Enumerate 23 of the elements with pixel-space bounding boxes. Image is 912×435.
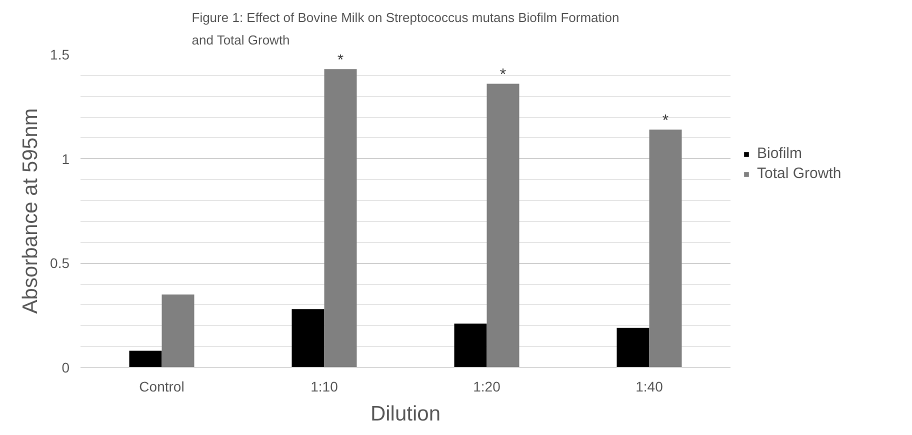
x-tick-label: 1:20	[473, 378, 501, 394]
bar	[616, 328, 650, 368]
y-tick-label: 0	[62, 360, 70, 376]
bar	[486, 84, 520, 368]
x-axis-title: Dilution	[370, 402, 441, 426]
annotation: *	[500, 66, 506, 84]
x-tick-label: 1:40	[636, 378, 664, 394]
y-tick-label: 0.5	[50, 255, 70, 272]
y-tick-label: 1	[62, 150, 70, 167]
x-tick-label: 1:10	[310, 378, 338, 394]
bar	[292, 309, 324, 368]
legend-label: Biofilm	[757, 145, 802, 162]
chart-title: Figure 1: Effect of Bovine Milk on Streptococcus mutans Biofilm Formation and Total Growth	[192, 10, 620, 48]
x-tick-label: Control	[139, 378, 184, 394]
annotation: *	[662, 112, 669, 130]
bar	[649, 130, 682, 368]
y-tick-label: 1.5	[50, 46, 70, 62]
bar	[324, 69, 357, 368]
legend-label: Total Growth	[757, 165, 842, 182]
bar	[129, 350, 162, 368]
y-axis-title: Absorbance at 595nm	[19, 108, 42, 314]
bar	[454, 324, 487, 368]
bar	[162, 294, 194, 368]
